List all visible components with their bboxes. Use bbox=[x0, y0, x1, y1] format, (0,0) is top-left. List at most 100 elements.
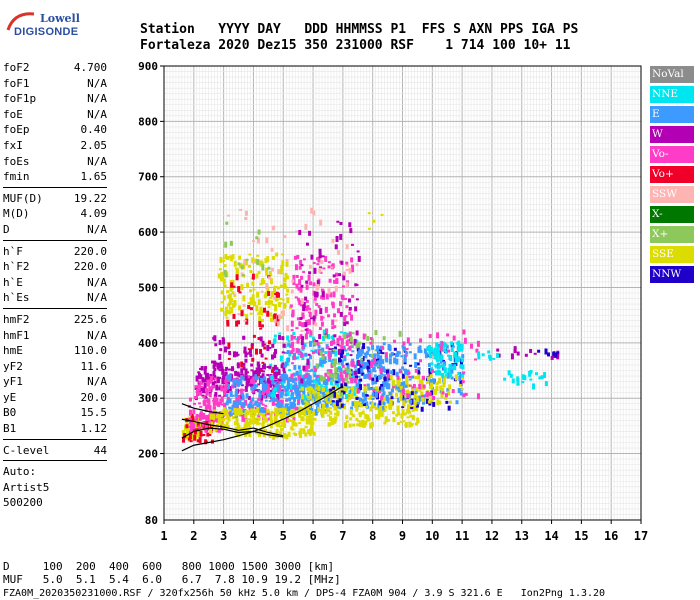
echo-point bbox=[243, 423, 247, 430]
echo-point bbox=[223, 269, 227, 275]
echo-point bbox=[260, 324, 264, 328]
echo-point bbox=[249, 375, 253, 382]
echo-point bbox=[363, 395, 367, 401]
echo-point bbox=[348, 267, 352, 274]
echo-point bbox=[399, 385, 403, 390]
echo-point bbox=[388, 345, 392, 352]
echo-point bbox=[332, 348, 336, 352]
echo-point bbox=[364, 362, 368, 367]
echo-point bbox=[454, 355, 458, 361]
echo-point bbox=[342, 347, 346, 351]
echo-point bbox=[242, 335, 246, 340]
echo-point bbox=[232, 401, 236, 407]
echo-point bbox=[266, 378, 270, 384]
echo-point bbox=[331, 301, 335, 306]
echo-point bbox=[516, 351, 520, 356]
echo-point bbox=[224, 369, 228, 372]
echo-point bbox=[364, 352, 368, 359]
echo-point bbox=[456, 358, 460, 362]
echo-point bbox=[457, 340, 461, 346]
echo-point bbox=[321, 357, 325, 364]
echo-point bbox=[303, 394, 307, 401]
echo-point bbox=[296, 297, 300, 301]
echo-point bbox=[205, 388, 209, 392]
echo-point bbox=[384, 371, 388, 374]
echo-point bbox=[308, 412, 312, 418]
echo-point bbox=[291, 392, 295, 397]
echo-point bbox=[252, 240, 256, 243]
echo-point bbox=[416, 401, 420, 405]
echo-point bbox=[254, 400, 258, 406]
echo-point bbox=[371, 377, 375, 381]
echo-point bbox=[469, 343, 473, 349]
echo-point bbox=[334, 367, 338, 374]
param-row: h`F 220.0 bbox=[3, 244, 107, 260]
echo-point bbox=[337, 362, 341, 365]
echo-point bbox=[237, 424, 241, 429]
echo-point bbox=[308, 340, 312, 347]
echo-point bbox=[537, 349, 541, 353]
echo-point bbox=[283, 371, 287, 375]
param-row: C-level 44 bbox=[3, 443, 107, 459]
echo-point bbox=[266, 417, 270, 420]
echo-point bbox=[333, 417, 337, 424]
echo-point bbox=[381, 359, 385, 365]
echo-point bbox=[196, 422, 200, 427]
param-name: foE bbox=[3, 107, 23, 121]
echo-point bbox=[348, 345, 352, 351]
echo-point bbox=[302, 365, 306, 371]
echo-point bbox=[246, 411, 250, 416]
echo-point bbox=[368, 360, 372, 366]
echo-point bbox=[420, 406, 424, 412]
echo-point bbox=[248, 430, 252, 437]
echo-point bbox=[298, 279, 302, 286]
echo-point bbox=[298, 321, 302, 327]
echo-point bbox=[282, 418, 286, 425]
echo-point bbox=[193, 434, 197, 441]
echo-point bbox=[190, 420, 194, 427]
echo-point bbox=[429, 385, 433, 389]
echo-point bbox=[261, 370, 265, 373]
echo-point bbox=[402, 400, 406, 407]
echo-point bbox=[288, 351, 292, 357]
echo-point bbox=[198, 437, 202, 444]
echo-point bbox=[264, 258, 268, 264]
echo-point bbox=[401, 373, 405, 379]
echo-point bbox=[273, 381, 277, 384]
echo-point bbox=[294, 264, 298, 271]
echo-point bbox=[444, 393, 448, 398]
param-row: B0 15.5 bbox=[3, 405, 107, 421]
echo-point bbox=[260, 260, 264, 264]
echo-point bbox=[335, 400, 339, 407]
echo-point bbox=[387, 383, 391, 390]
echo-point bbox=[204, 366, 208, 370]
echo-point bbox=[415, 403, 419, 408]
echo-point bbox=[244, 375, 248, 381]
echo-point bbox=[231, 404, 235, 409]
echo-point bbox=[322, 335, 326, 341]
echo-point bbox=[375, 375, 379, 382]
echo-point bbox=[346, 364, 350, 370]
echo-point bbox=[318, 267, 322, 273]
echo-point bbox=[354, 402, 358, 409]
echo-point bbox=[352, 386, 356, 393]
echo-point bbox=[327, 261, 331, 264]
echo-point bbox=[343, 333, 347, 340]
echo-point bbox=[422, 387, 426, 391]
echo-point bbox=[367, 347, 371, 352]
echo-point bbox=[195, 415, 199, 421]
y-tick-label: 500 bbox=[138, 281, 158, 294]
echo-point bbox=[319, 219, 323, 226]
echo-point bbox=[374, 407, 378, 411]
echo-point bbox=[310, 408, 314, 415]
echo-point bbox=[355, 263, 359, 267]
echo-point bbox=[251, 257, 255, 264]
param-name: D bbox=[3, 222, 10, 236]
echo-point bbox=[288, 376, 292, 381]
echo-point bbox=[329, 388, 333, 393]
echo-point bbox=[322, 267, 326, 270]
echo-point bbox=[552, 352, 556, 357]
echo-point bbox=[333, 404, 337, 411]
echo-point bbox=[257, 271, 261, 275]
echo-point bbox=[233, 293, 237, 296]
